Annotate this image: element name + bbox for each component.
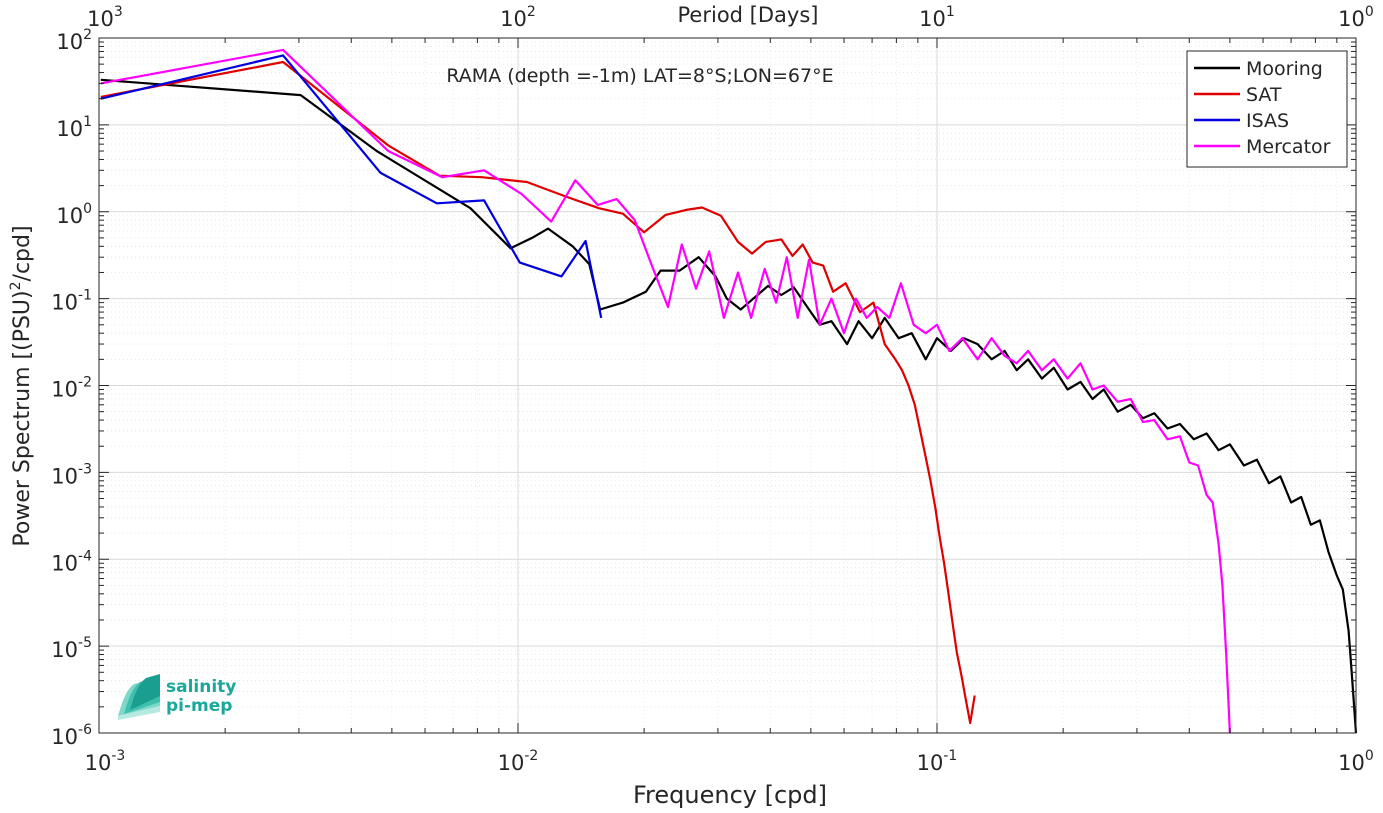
y-tick-label-base: 10 [51,378,78,402]
y-axis-label: Power Spectrum [(PSU)2/cpd] [8,225,35,546]
top-tick-label: 101 [919,4,955,31]
y-tick-label-base: 10 [56,204,83,228]
y-axis-label-tail: /cpd] [10,225,35,281]
y-tick-label-base: 10 [56,30,83,54]
y-tick-label: 102 [56,27,92,54]
y-tick-label-base: 10 [51,551,78,575]
y-tick-label: 10-5 [51,635,92,662]
series-lines [100,48,1358,734]
y-tick-label-exp: 0 [83,201,92,217]
legend-label-sat: SAT [1246,84,1282,106]
x-tick-label: 10-2 [498,748,539,775]
y-axis-label-main: Power Spectrum [(PSU) [10,290,35,546]
top-axis-label: Period [Days] [678,3,819,27]
x-tick-label-base: 10 [917,751,944,775]
x-tick-label-base: 10 [1338,751,1365,775]
y-tick-label-exp: 2 [83,27,92,43]
y-tick-label: 10-4 [51,548,92,575]
legend-label-mooring: Mooring [1246,58,1323,80]
x-tick-label-exp: 0 [1365,748,1374,764]
x-axis-label: Frequency [cpd] [633,781,827,809]
legend-label-mercator: Mercator [1246,136,1331,158]
top-tick-label-exp: 0 [1365,4,1374,20]
y-tick-label: 10-2 [51,375,92,402]
y-tick-label: 101 [56,114,92,141]
y-tick-label-exp: 1 [83,114,92,130]
top-tick-label-exp: 1 [946,4,955,20]
y-tick-label: 100 [56,201,92,228]
top-tick-label-base: 10 [1338,7,1365,31]
x-tick-label: 10-1 [917,748,958,775]
y-tick-label-base: 10 [51,638,78,662]
top-tick-label-exp: 2 [527,4,536,20]
y-tick-label-exp: -6 [78,722,92,738]
y-tick-label-exp: -4 [78,548,92,564]
y-tick-label-base: 10 [56,117,83,141]
top-tick-label: 102 [500,4,536,31]
y-tick-label: 10-3 [51,461,92,488]
x-tick-label-exp: -1 [943,748,957,764]
top-tick-label-base: 10 [87,7,114,31]
x-tick-label-base: 10 [85,751,112,775]
x-tick-label-exp: -2 [524,748,538,764]
series-line-isas [100,54,603,319]
y-tick-label-exp: -5 [78,635,92,651]
series-line-mooring [100,78,1358,734]
y-axis-label-sup: 2 [8,281,24,290]
x-tick-label: 10-3 [85,748,126,775]
y-tick-label: 10-1 [51,288,92,315]
legend-label-isas: ISAS [1246,110,1289,132]
legend-box [1186,50,1348,168]
top-tick-label-base: 10 [919,7,946,31]
y-tick-label-base: 10 [51,464,78,488]
salinity-pi-mep-logo: salinity pi-mep [118,674,236,720]
series-line-mercator [100,48,1231,734]
y-tick-label-exp: -3 [78,461,92,477]
legend: Mooring SAT ISAS Mercator [1186,50,1348,168]
logo-text-line1: salinity [166,677,236,697]
top-tick-label: 100 [1338,4,1374,31]
top-tick-label: 103 [87,4,123,31]
top-tick-label-base: 10 [500,7,527,31]
y-tick-label-exp: -1 [78,288,92,304]
wave-icon [118,674,160,720]
x-tick-label: 100 [1338,748,1374,775]
chart-title: RAMA (depth =-1m) LAT=8°S;LON=67°E [446,65,833,87]
y-tick-label-exp: -2 [78,375,92,391]
x-tick-label-exp: -3 [111,748,125,764]
x-tick-label-base: 10 [498,751,525,775]
series-line-sat [100,60,976,725]
top-tick-label-exp: 3 [114,4,123,20]
y-tick-label: 10-6 [51,722,92,749]
y-tick-label-base: 10 [51,725,78,749]
y-tick-label-base: 10 [51,291,78,315]
logo-text-line2: pi-mep [166,696,232,716]
